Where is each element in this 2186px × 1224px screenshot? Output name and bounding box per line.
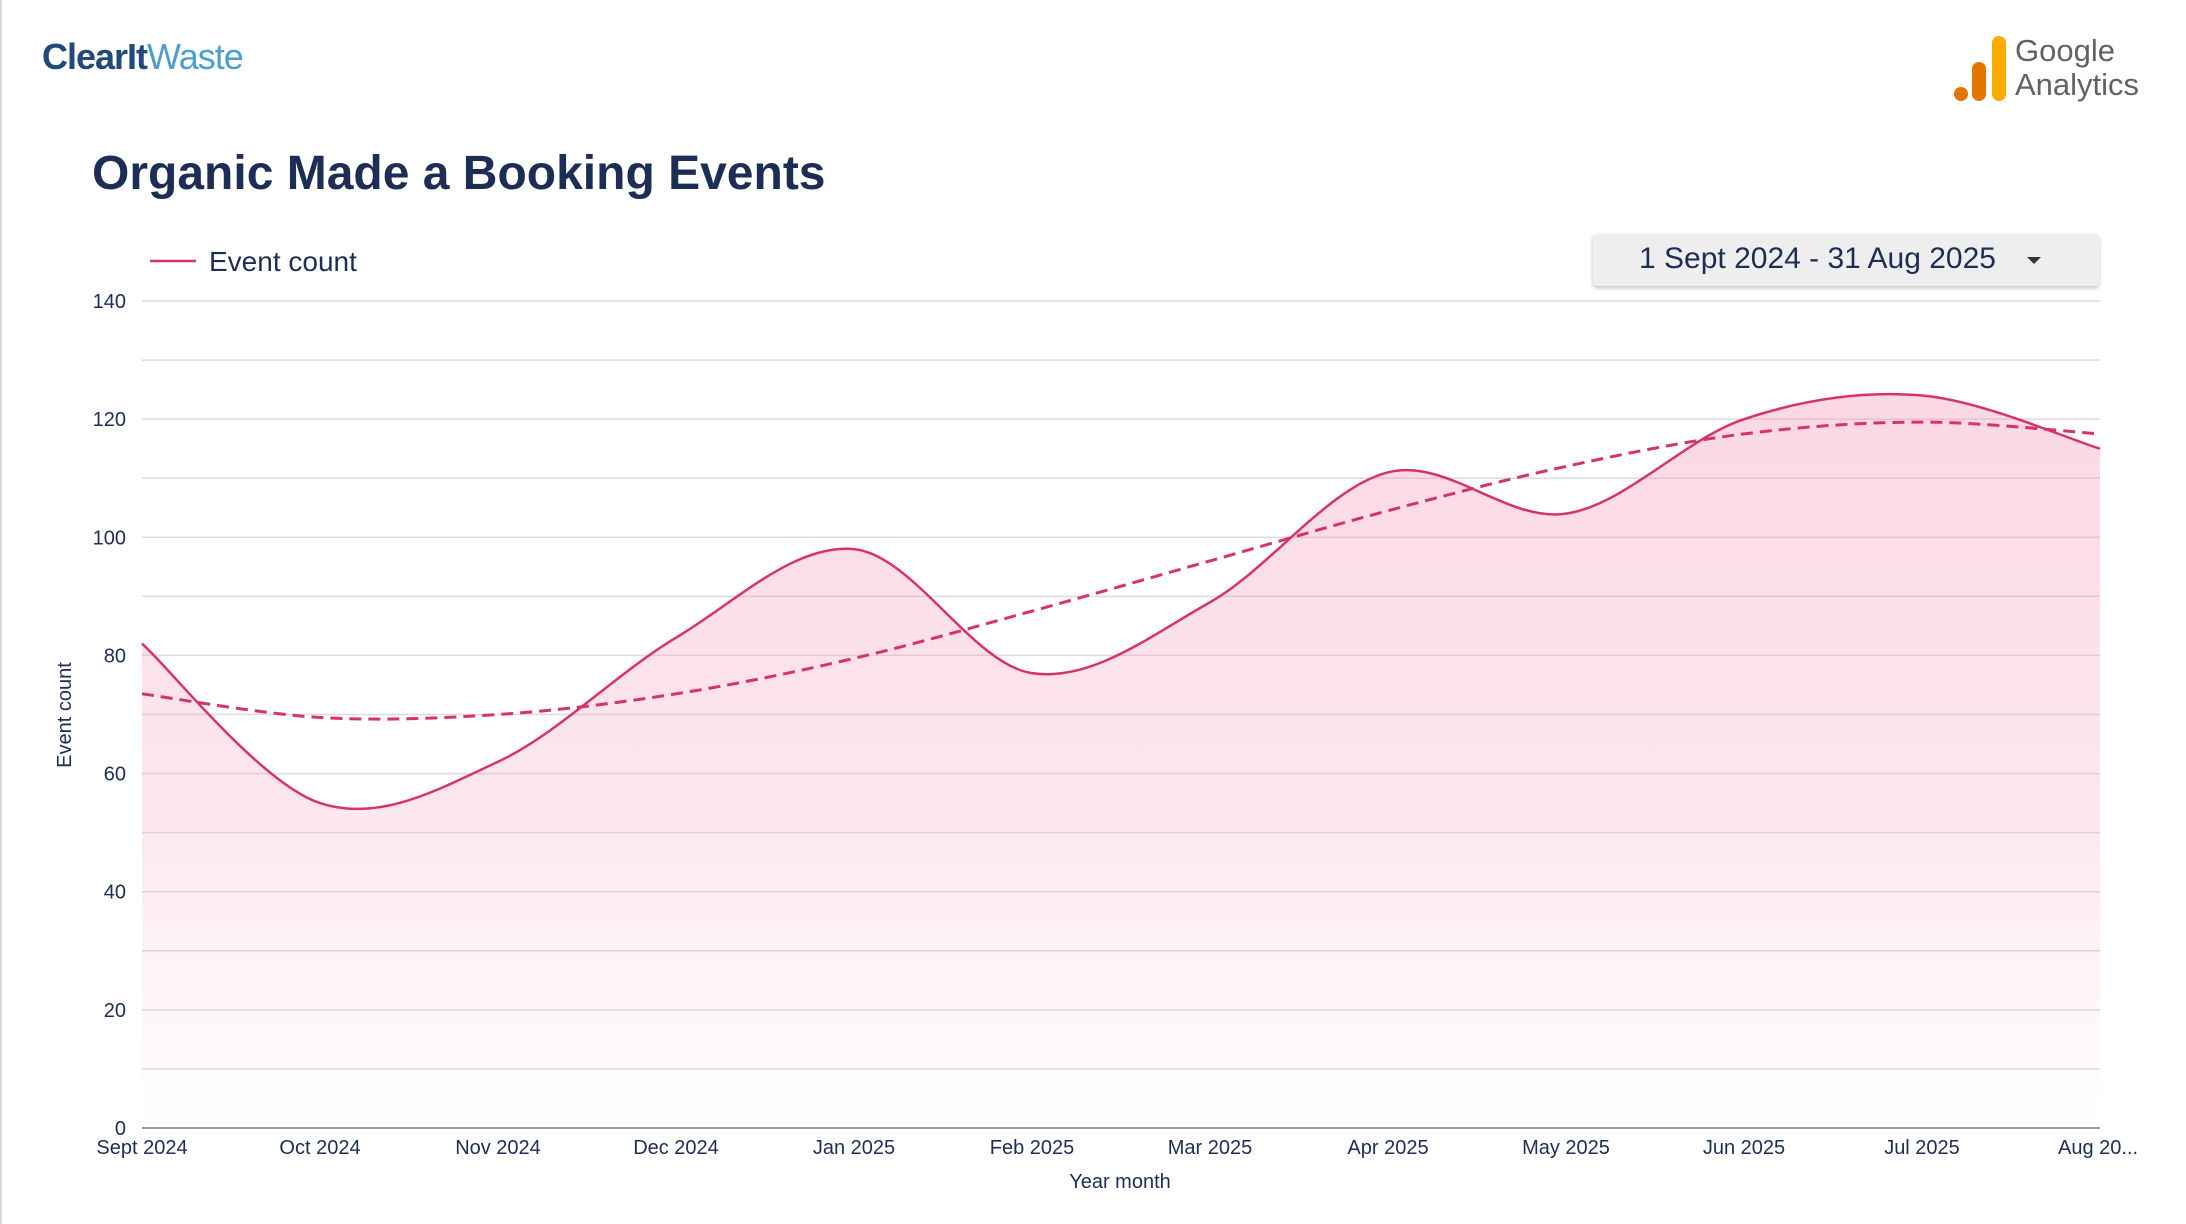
y-tick-label: 80	[104, 645, 126, 667]
y-tick-label: 100	[93, 527, 126, 549]
y-tick-label: 140	[93, 291, 126, 313]
x-tick-label: Nov 2024	[455, 1137, 541, 1159]
x-tick-label: Jul 2025	[1884, 1137, 1960, 1159]
y-axis-title: Event count	[54, 662, 76, 768]
x-tick-label: Jan 2025	[813, 1137, 895, 1159]
date-range-label: 1 Sept 2024 - 31 Aug 2025	[1639, 242, 1996, 275]
trendline	[141, 420, 2101, 721]
series-area	[142, 394, 2100, 1128]
legend-label: Event count	[209, 246, 357, 277]
x-tick-label: Feb 2025	[990, 1137, 1075, 1159]
google-analytics-logo: Google Analytics	[1950, 34, 2150, 104]
x-axis-title: Year month	[1069, 1171, 1171, 1193]
date-range-selector[interactable]: 1 Sept 2024 - 31 Aug 2025	[1593, 234, 2099, 286]
page-title: Organic Made a Booking Events	[92, 147, 826, 200]
x-tick-label: Sept 2024	[96, 1137, 187, 1159]
x-tick-label: Aug 20...	[2058, 1137, 2138, 1159]
x-axis-ticks: Sept 2024 Oct 2024 Nov 2024 Dec 2024 Jan 202…	[96, 1137, 2138, 1159]
y-axis-ticks: 0 20 40 60 80 100 120 140	[93, 291, 126, 1140]
x-tick-label: Apr 2025	[1347, 1137, 1428, 1159]
legend: Event count	[150, 246, 357, 277]
clearitwaste-logo: ClearItWaste	[42, 36, 244, 77]
x-tick-label: May 2025	[1522, 1137, 1610, 1159]
x-tick-label: Oct 2024	[279, 1137, 360, 1159]
y-tick-label: 20	[104, 1000, 126, 1022]
x-tick-label: Jun 2025	[1703, 1137, 1785, 1159]
y-tick-label: 120	[93, 409, 126, 431]
x-tick-label: Dec 2024	[633, 1137, 719, 1159]
analytics-icon	[1954, 36, 2006, 101]
y-tick-label: 0	[115, 1118, 126, 1140]
left-border	[0, 0, 2, 1224]
caret-down-icon	[2027, 257, 2041, 264]
x-tick-label: Mar 2025	[1168, 1137, 1253, 1159]
y-tick-label: 40	[104, 882, 126, 904]
series-line	[141, 392, 2101, 811]
y-tick-label: 60	[104, 764, 126, 786]
